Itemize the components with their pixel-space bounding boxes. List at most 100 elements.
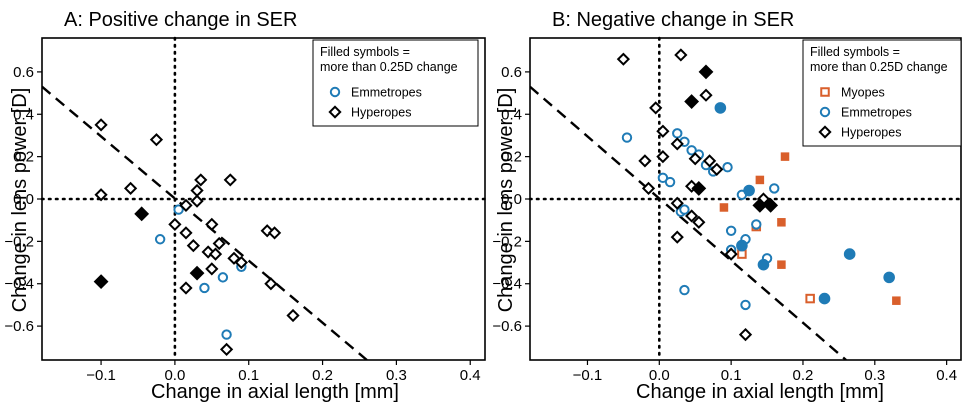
y-axis-label: Change in lens power [D] xyxy=(495,88,517,313)
data-point-emmetropes xyxy=(679,204,690,215)
legend-title-line: more than 0.25D change xyxy=(320,60,458,74)
data-point-hyperopes xyxy=(752,197,768,213)
data-point-hyperopes xyxy=(267,226,282,240)
y-tick-label: 0.6 xyxy=(501,64,522,81)
legend-marker-hyperopes xyxy=(818,125,832,139)
data-point-emmetropes xyxy=(736,239,748,252)
data-point-myopes xyxy=(892,296,901,305)
legend-label: Hyperopes xyxy=(841,126,901,140)
y-tick-label: 0.0 xyxy=(13,191,34,208)
y-tick-label: 0.0 xyxy=(501,191,522,208)
data-point-hyperopes xyxy=(179,226,193,240)
legend: Filled symbols = more than 0.25D change E… xyxy=(312,39,479,127)
data-point-hyperopes xyxy=(691,180,707,196)
x-tick-label: 0.3 xyxy=(386,367,407,384)
data-point-emmetropes xyxy=(173,204,184,215)
x-tick-label: 0.2 xyxy=(312,367,333,384)
data-points xyxy=(616,48,901,342)
data-point-hyperopes xyxy=(93,274,109,290)
data-point-hyperopes xyxy=(702,154,717,168)
data-point-hyperopes xyxy=(179,281,193,295)
legend-title-line: more than 0.25D change xyxy=(810,60,948,74)
data-point-hyperopes xyxy=(638,154,652,168)
data-point-emmetropes xyxy=(714,102,727,114)
data-point-hyperopes xyxy=(179,198,193,212)
data-point-hyperopes xyxy=(134,206,150,222)
data-point-emmetropes xyxy=(221,329,232,340)
y-tick-label: −0.4 xyxy=(4,276,34,293)
legend-title: Filled symbols = more than 0.25D change xyxy=(320,45,458,74)
x-tick-label: 0.1 xyxy=(238,367,259,384)
data-point-emmetropes xyxy=(722,162,733,173)
data-point-hyperopes xyxy=(641,181,656,196)
data-point-hyperopes xyxy=(670,137,684,151)
data-point-hyperopes xyxy=(189,265,205,281)
legend-marker-myopes xyxy=(820,87,830,97)
data-point-myopes xyxy=(755,175,765,185)
data-point-hyperopes xyxy=(212,236,226,251)
data-point-hyperopes xyxy=(208,247,223,261)
data-point-hyperopes xyxy=(699,88,713,102)
data-point-hyperopes xyxy=(219,342,234,357)
data-point-emmetropes xyxy=(769,183,780,194)
y-tick-label: 0.2 xyxy=(13,149,34,166)
legend-marker-hyperopes xyxy=(328,105,342,119)
data-point-hyperopes xyxy=(688,152,702,166)
legend-marker-emmetropes xyxy=(819,106,831,118)
data-point-hyperopes xyxy=(670,230,684,244)
data-point-emmetropes xyxy=(883,271,895,284)
y-tick-label: −0.4 xyxy=(492,276,522,293)
data-point-hyperopes xyxy=(616,52,630,66)
chart-title: A: Positive change in SER xyxy=(64,9,297,31)
data-point-myopes xyxy=(780,152,790,161)
y-tick-label: 0.4 xyxy=(501,106,522,123)
chart-title: B: Negative change in SER xyxy=(552,9,794,31)
data-point-emmetropes xyxy=(740,299,751,311)
data-point-myopes xyxy=(777,218,786,227)
dashed-trend-line xyxy=(530,85,847,360)
dashed-trend-line xyxy=(42,85,368,360)
data-point-hyperopes xyxy=(656,150,670,164)
data-point-myopes xyxy=(777,260,786,269)
data-point-hyperopes xyxy=(684,94,700,109)
data-point-hyperopes xyxy=(168,217,182,232)
data-point-emmetropes xyxy=(725,225,737,236)
y-axis-label: Change in lens power [D] xyxy=(9,88,31,313)
data-point-hyperopes xyxy=(698,64,714,80)
data-point-emmetropes xyxy=(621,132,633,143)
plot-area: −0.1 0.0 0.1 0.2 0.3 0.4 −0.6 −0.4 −0.2 0.0 0.2 0.4… xyxy=(492,36,963,384)
x-tick-label: 0.0 xyxy=(649,367,670,384)
data-point-hyperopes xyxy=(94,188,108,202)
y-tick-label: −0.6 xyxy=(492,318,522,335)
legend-label: Emmetropes xyxy=(351,86,422,100)
data-point-emmetropes xyxy=(679,284,690,296)
legend-title: Filled symbols = more than 0.25D change xyxy=(810,45,948,74)
x-tick-label: 0.2 xyxy=(793,367,814,384)
data-point-emmetropes xyxy=(154,234,166,245)
legend-marker-emmetropes xyxy=(329,86,341,98)
x-axis-label: Change in axial length [mm] xyxy=(636,381,884,403)
data-point-hyperopes xyxy=(149,133,164,147)
legend-title-line: Filled symbols = xyxy=(320,45,410,59)
data-point-hyperopes xyxy=(670,196,684,210)
data-point-myopes xyxy=(737,249,747,259)
data-point-hyperopes xyxy=(710,162,724,176)
data-point-hyperopes xyxy=(205,217,219,232)
data-point-hyperopes xyxy=(286,308,300,323)
x-axis-label: Change in axial length [mm] xyxy=(151,381,399,403)
data-points xyxy=(93,118,300,357)
data-point-hyperopes xyxy=(656,124,670,138)
data-point-hyperopes xyxy=(649,101,663,115)
x-tick-label: 0.4 xyxy=(460,367,481,384)
data-point-emmetropes xyxy=(757,258,770,271)
data-point-emmetropes xyxy=(751,219,762,230)
x-tick-label: 0.4 xyxy=(936,367,957,384)
data-point-emmetropes xyxy=(664,176,676,188)
y-tick-label: −0.6 xyxy=(4,318,34,335)
data-point-emmetropes xyxy=(199,282,210,294)
data-point-emmetropes xyxy=(843,248,856,260)
legend-label: Emmetropes xyxy=(841,106,912,120)
x-tick-label: −0.1 xyxy=(86,367,116,384)
data-point-hyperopes xyxy=(685,209,699,223)
y-tick-label: 0.2 xyxy=(501,149,522,166)
